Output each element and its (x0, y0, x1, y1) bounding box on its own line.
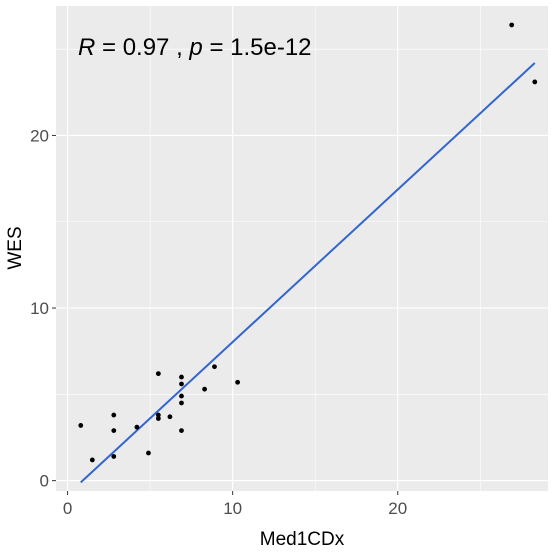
y-tick-label: 20 (30, 126, 49, 145)
data-point (89, 457, 95, 463)
plot-panel (56, 6, 548, 491)
data-point (167, 414, 173, 420)
data-point (532, 79, 538, 85)
y-axis-title: WES (5, 226, 26, 269)
data-point (202, 386, 207, 392)
x-axis-ticks: 0 10 20 (63, 491, 407, 518)
y-tick-label: 0 (40, 472, 49, 491)
data-point (235, 379, 241, 385)
major-grid (56, 6, 548, 491)
data-point (146, 450, 151, 456)
data-point (509, 22, 515, 28)
p-value: = 1.5e-12 (203, 34, 312, 61)
data-points (78, 22, 538, 463)
regression-line (80, 62, 536, 484)
data-point (179, 381, 184, 387)
data-point (179, 428, 184, 433)
r-value: = 0.97 , (95, 34, 189, 61)
data-point (212, 364, 217, 370)
data-point (179, 400, 184, 406)
correlation-annotation: R = 0.97 , p = 1.5e-12 (78, 34, 312, 61)
x-tick-label: 0 (63, 499, 72, 518)
y-axis-ticks: 0 10 20 (30, 126, 56, 491)
data-point (78, 423, 84, 428)
y-tick-label: 10 (30, 299, 49, 318)
data-point (111, 412, 117, 418)
data-point (155, 416, 161, 421)
data-point (111, 454, 117, 459)
r-symbol: R (78, 34, 95, 61)
x-tick-label: 20 (388, 499, 407, 518)
p-symbol: p (188, 34, 202, 61)
x-tick-label: 10 (223, 499, 242, 518)
data-point (155, 412, 161, 418)
data-point (134, 424, 140, 430)
minor-grid (56, 6, 548, 491)
data-point (179, 374, 184, 380)
x-axis-title: Med1CDx (260, 529, 345, 550)
data-point (155, 371, 161, 377)
data-point (111, 428, 117, 433)
data-point (179, 393, 184, 399)
